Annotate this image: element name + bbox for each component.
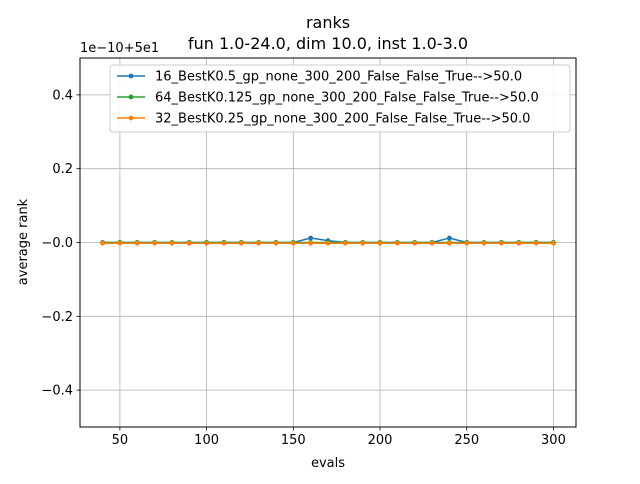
y-axis-label: average rank: [16, 198, 31, 285]
series-3-point: [499, 240, 504, 246]
series-3-point: [152, 240, 157, 246]
legend-marker-1: [128, 73, 134, 79]
series-3-point: [290, 240, 296, 246]
legend-label-1: 16_BestK0.5_gp_none_300_200_False_False_…: [155, 70, 522, 85]
y-tick-label: −0.0: [41, 236, 73, 251]
series-3-point: [446, 240, 452, 246]
x-tick-label: 50: [112, 433, 129, 448]
x-tick-label: 150: [281, 433, 306, 448]
legend-items: 16_BestK0.5_gp_none_300_200_False_False_…: [117, 70, 539, 127]
series-3-point: [533, 240, 539, 246]
series-3-point: [516, 240, 522, 246]
series-3-point: [342, 240, 348, 246]
legend: 16_BestK0.5_gp_none_300_200_False_False_…: [109, 64, 571, 133]
series-3-point: [221, 240, 227, 246]
series-3-point: [204, 240, 210, 246]
series-1-point: [308, 235, 314, 241]
series-3-point: [134, 240, 140, 246]
series-3-point: [551, 240, 556, 246]
x-axis-label: evals: [311, 456, 345, 471]
series-3-point: [238, 240, 244, 246]
y-tick-label: −0.2: [41, 310, 73, 325]
series-3-point: [377, 240, 383, 246]
legend-box: [109, 64, 571, 133]
y-tick-label: −0.4: [41, 384, 73, 399]
x-tick-label: 300: [541, 433, 566, 448]
x-tick-label: 200: [368, 433, 393, 448]
series-3-point: [186, 240, 192, 246]
series-3-point: [308, 240, 314, 246]
series-3-point: [429, 240, 435, 246]
x-tick-label: 250: [454, 433, 479, 448]
y-tick-label: 0.2: [52, 162, 73, 177]
series-3-point: [169, 240, 175, 246]
x-tick-label: 100: [194, 433, 219, 448]
series-3-point: [325, 240, 331, 246]
series-3-point: [481, 240, 487, 246]
legend-marker-2: [128, 94, 134, 100]
legend-label-3: 32_BestK0.25_gp_none_300_200_False_False…: [155, 112, 530, 127]
legend-marker-3: [128, 115, 134, 121]
series-3-point: [464, 240, 470, 246]
series-1-point: [446, 235, 452, 241]
chart-subtitle: fun 1.0-24.0, dim 10.0, inst 1.0-3.0: [188, 34, 468, 53]
x-axis-ticks: 50 100 150 200 250 300: [112, 427, 566, 448]
series-3-point: [117, 240, 123, 246]
series-3-point: [273, 240, 279, 246]
chart-title: ranks: [306, 13, 350, 32]
series-3-point: [100, 240, 105, 246]
series-3-point: [256, 240, 262, 246]
y-offset-label: 1e−10+5e1: [80, 41, 159, 56]
y-axis-ticks: −0.4 −0.2 −0.0 0.2 0.4: [41, 88, 80, 399]
y-tick-label: 0.4: [52, 88, 73, 103]
series-3-point: [360, 240, 366, 246]
series-layer: [100, 235, 556, 246]
series-3-point: [412, 240, 418, 246]
series-3-point: [394, 240, 400, 246]
legend-label-2: 64_BestK0.125_gp_none_300_200_False_Fals…: [155, 91, 539, 106]
